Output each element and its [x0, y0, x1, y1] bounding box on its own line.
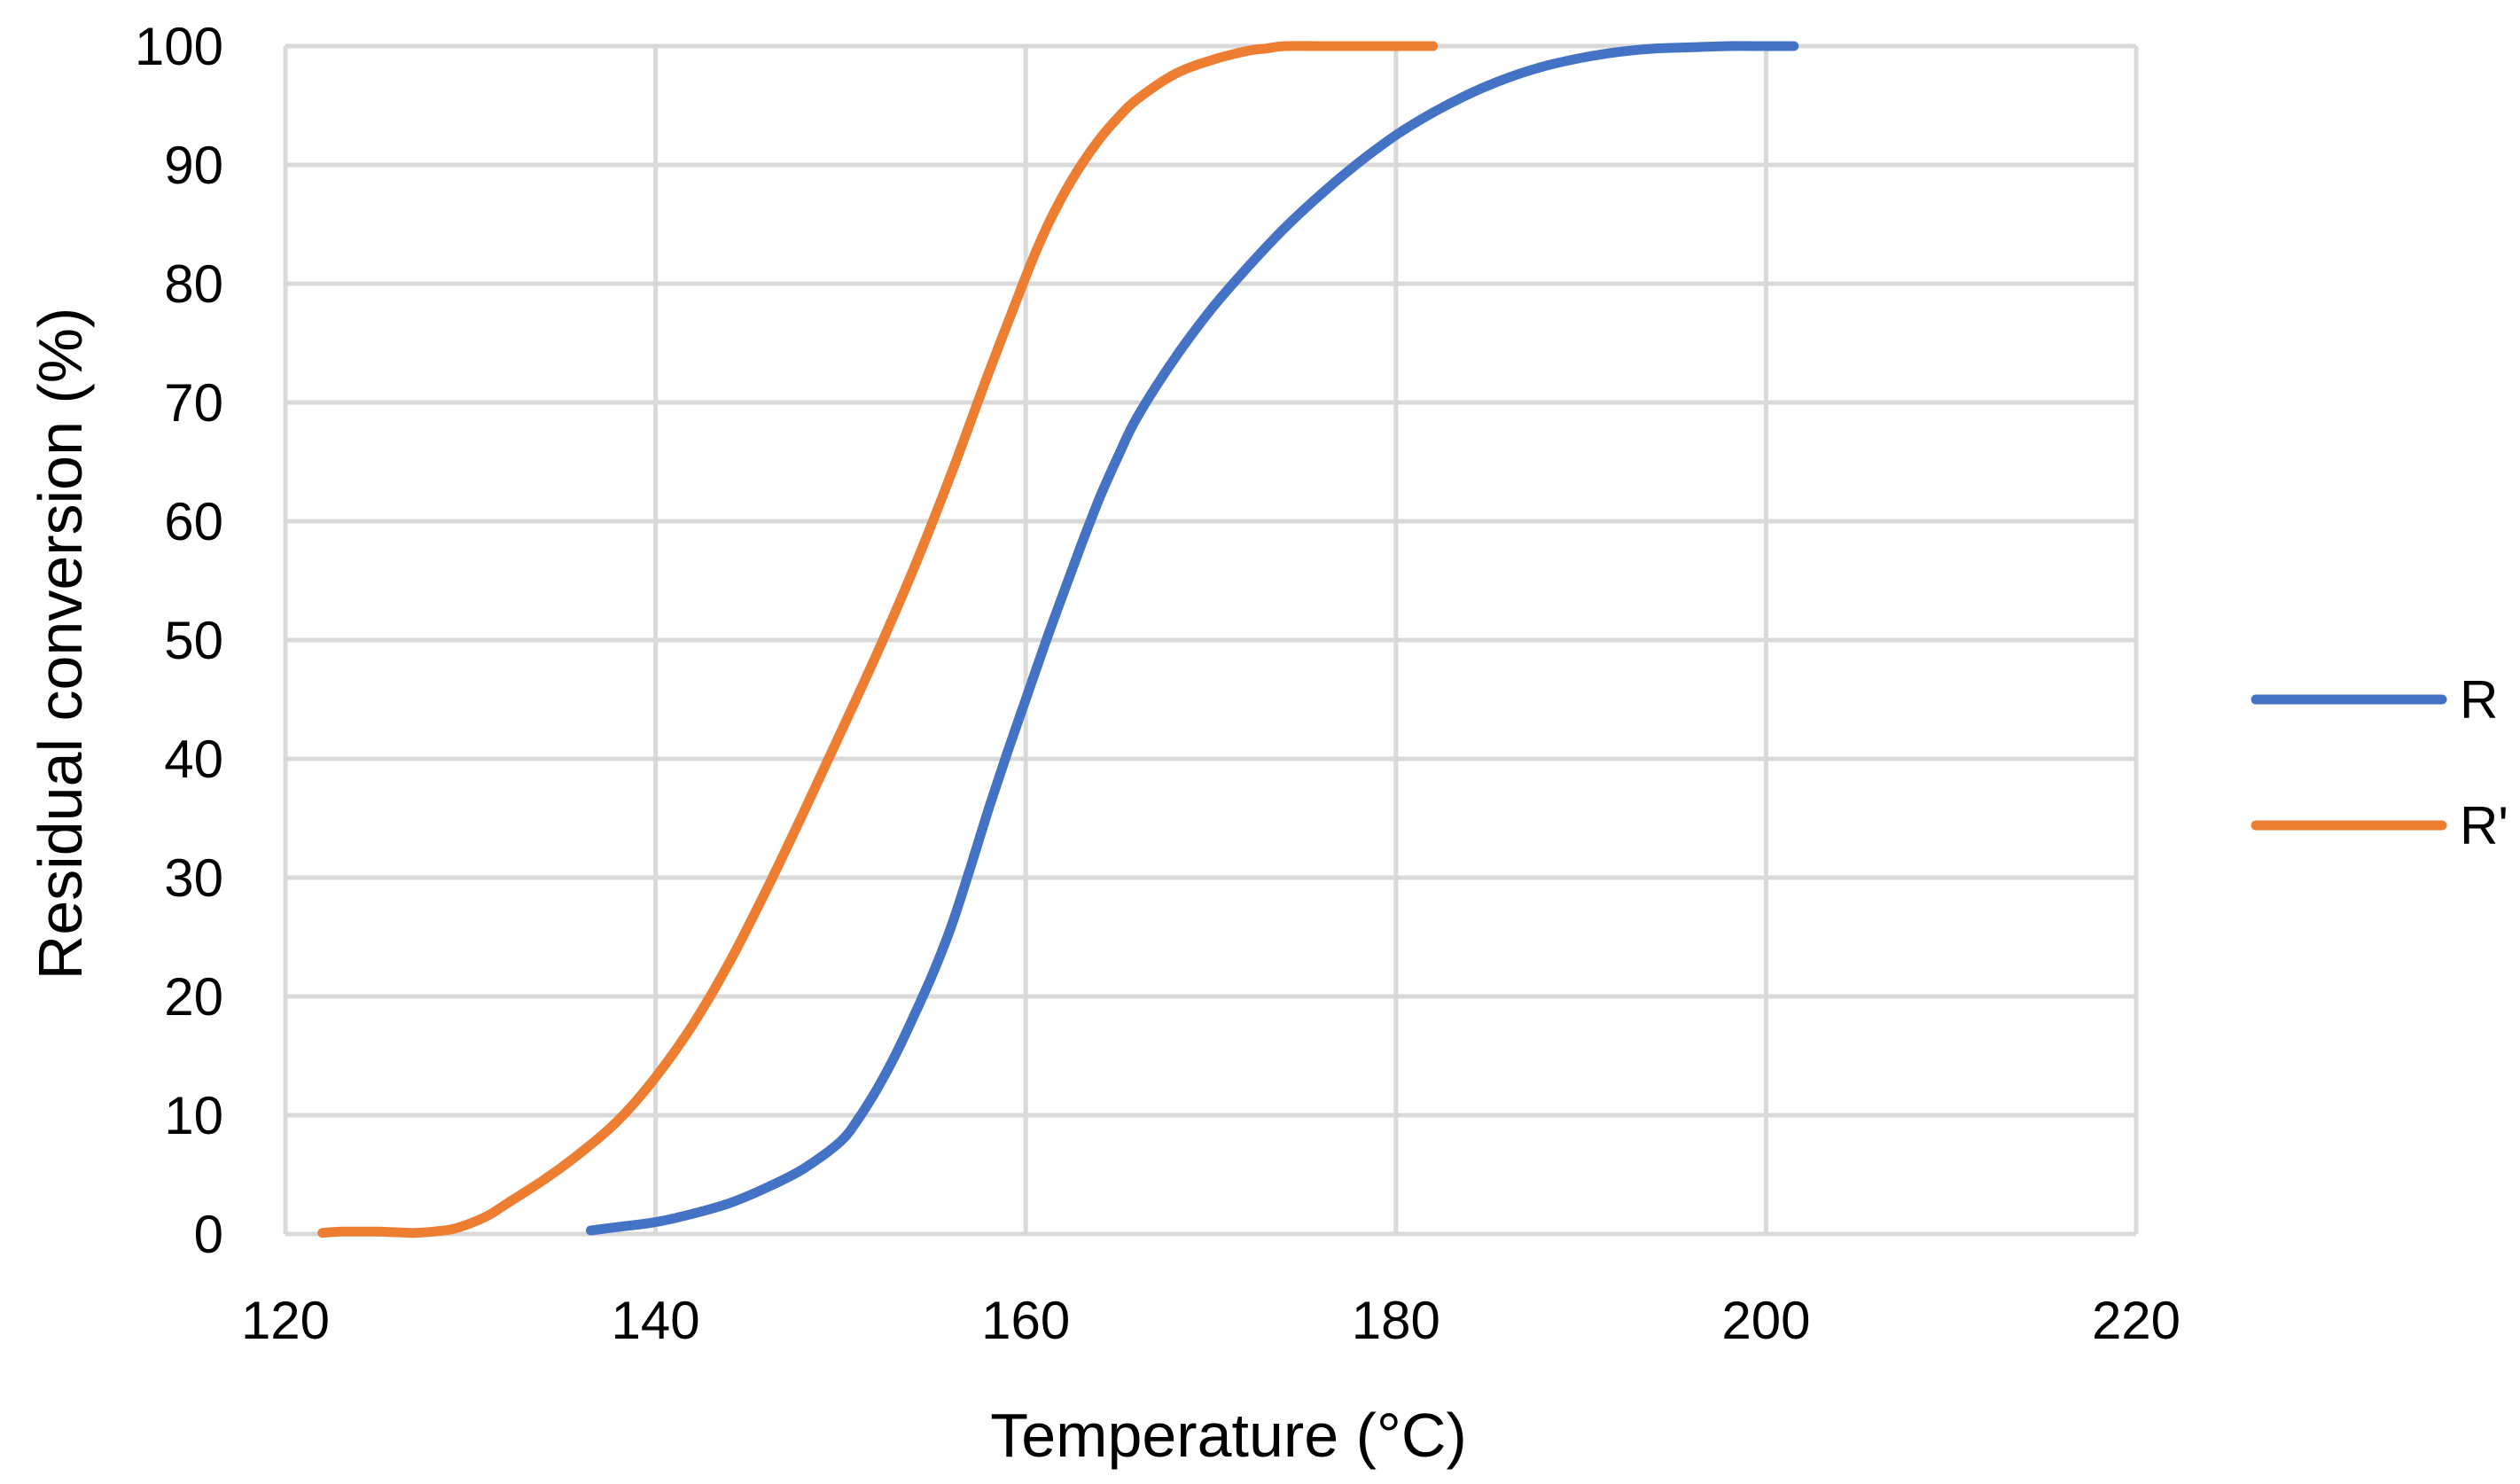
y-tick-label: 30 [164, 848, 223, 908]
y-tick-label: 60 [164, 492, 223, 551]
legend-entry-r-prime: R' [2251, 796, 2508, 855]
legend-label-r: R [2460, 670, 2498, 730]
y-tick-label: 70 [164, 373, 223, 433]
y-tick-label: 10 [164, 1086, 223, 1145]
x-tick-label: 180 [1352, 1291, 1440, 1350]
y-axis-title: Residual conversion (%) [26, 308, 95, 980]
x-tick-label: 200 [1721, 1291, 1810, 1350]
y-tick-label: 80 [164, 254, 223, 314]
y-tick-label: 100 [135, 17, 223, 76]
y-tick-label: 90 [164, 136, 223, 195]
x-tick-label: 140 [612, 1291, 700, 1350]
grid-layer [285, 43, 2139, 1234]
y-tick-label: 0 [194, 1205, 223, 1264]
y-tick-label: 40 [164, 730, 223, 789]
legend-entry-r: R [2251, 670, 2498, 730]
series-line-r [586, 41, 1799, 1236]
label-layer: 0 10 20 30 40 50 60 70 80 90 100 120 140 160 180 200 220 [135, 17, 2181, 1350]
x-tick-label: 160 [981, 1291, 1070, 1350]
legend-label-r-prime: R' [2460, 796, 2508, 855]
x-axis-title: Temperature (°C) [990, 1401, 1467, 1470]
y-tick-label: 20 [164, 967, 223, 1027]
y-tick-label: 50 [164, 611, 223, 670]
x-tick-label: 120 [241, 1291, 330, 1350]
series-layer [317, 41, 1799, 1238]
legend: R R' [2251, 670, 2508, 855]
series-line-r-prime [317, 41, 1439, 1238]
x-tick-label: 220 [2092, 1291, 2181, 1350]
